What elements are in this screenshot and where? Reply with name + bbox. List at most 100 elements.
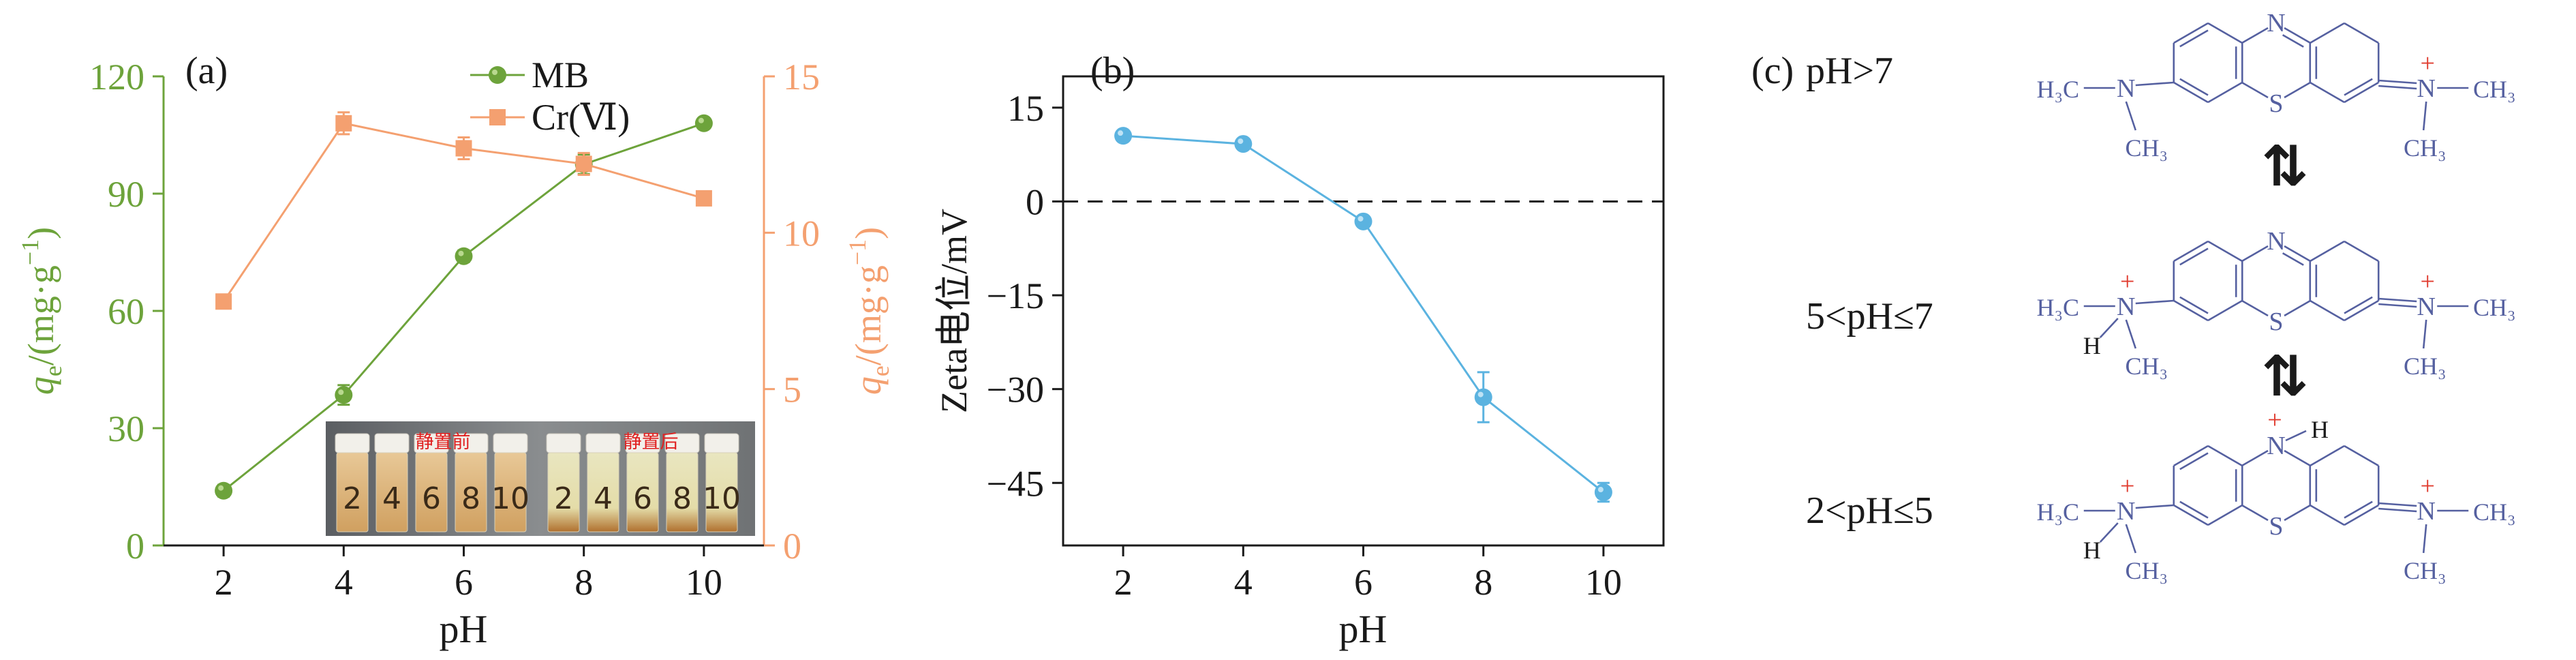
structure-atom-label: N <box>2267 432 2285 460</box>
inset-photo: 2 4 6 8 10 2 4 6 8 10 静置前 静置后 <box>326 421 755 536</box>
structure-atom-label: CH₃ <box>2125 134 2168 162</box>
panel-b-y-tick-label: −45 <box>987 463 1044 504</box>
structure-atom-label: H <box>2083 332 2101 359</box>
after-vial-label: 2 <box>554 481 573 516</box>
panel-b-y-tick-label: 15 <box>1007 88 1044 129</box>
zeta-data-point <box>1354 212 1373 230</box>
structure-atom-label: S <box>2269 308 2283 336</box>
zeta-data-point <box>1594 483 1612 502</box>
cr-data-point <box>335 115 352 132</box>
panel-a-x-tick-label: 6 <box>455 562 473 603</box>
mb-data-point <box>215 481 233 500</box>
structure-atom-label: N <box>2267 9 2285 38</box>
before-vial-label: 2 <box>343 481 362 516</box>
panel-a-left-tick-label: 0 <box>126 526 144 567</box>
vial-cap <box>374 433 410 453</box>
panel-b-x-tick-label: 8 <box>1474 562 1492 603</box>
panel-a-left-tick-label: 60 <box>108 291 144 332</box>
structure-atom-label: CH₃ <box>2404 134 2447 162</box>
zeta-point-highlight <box>1358 215 1364 222</box>
vial-cap <box>546 433 581 453</box>
vial-cap <box>335 433 370 453</box>
structure-atom-label: CH₃ <box>2473 498 2516 526</box>
panel-a-x-axis-label: pH <box>440 607 488 651</box>
panel-a-x-tick-label: 2 <box>215 562 233 603</box>
panel-a-right-tick-label: 0 <box>783 526 801 567</box>
panel-a-x-tick-label: 8 <box>574 562 593 603</box>
after-vial-label: 8 <box>673 481 692 516</box>
panel-b: (b) 2 4 6 8 10 15 0 −15 −30 −45 pH Zeta电位/mV <box>934 50 1665 651</box>
structure-atom-label: CH₃ <box>2125 352 2168 380</box>
panel-a-right-tick-label: 10 <box>783 213 820 254</box>
structure-atom-label: CH₃ <box>2473 76 2516 103</box>
structure-atom-label: H₃C <box>2036 498 2079 526</box>
vial <box>666 452 699 532</box>
zeta-point-highlight <box>1477 391 1484 397</box>
panel-b-frame <box>1062 75 1665 547</box>
photo-label-before: 静置前 <box>416 432 471 453</box>
panel-b-x-ticks: 2 4 6 8 10 <box>1114 545 1622 603</box>
mb-data-point <box>455 247 473 265</box>
panel-a-right-y-label: qe/(mg·g−1) <box>844 227 894 395</box>
structure-atom-label: N <box>2117 497 2135 526</box>
mb-point-highlight <box>338 389 344 395</box>
panel-b-y-ticks: 15 0 −15 −30 −45 <box>987 88 1063 504</box>
structure-atom-label: CH₃ <box>2473 294 2516 321</box>
panel-b-x-axis-label: pH <box>1339 607 1387 651</box>
zeta-series-line <box>1122 134 1604 494</box>
equilibrium-arrow-1: ⇅ <box>2262 134 2309 199</box>
structure-atom-label: S <box>2269 512 2283 541</box>
mb-point-highlight <box>458 250 464 256</box>
structure-atom-label: CH₃ <box>2404 352 2447 380</box>
panel-a-left-tick-label: 120 <box>89 57 144 97</box>
condition-1: pH>7 <box>1806 50 1893 92</box>
vial <box>626 452 659 532</box>
vial-cap <box>585 433 621 453</box>
vial-cap <box>493 433 528 453</box>
structure-atom-label: N <box>2267 227 2285 256</box>
panel-b-x-tick-label: 10 <box>1585 562 1622 603</box>
vial <box>375 452 408 532</box>
structure-atom-label: N <box>2417 292 2436 321</box>
cr-data-point <box>695 190 712 207</box>
panel-b-label: (b) <box>1090 50 1135 92</box>
structure-atom-label: N <box>2117 74 2135 103</box>
zeta-data-point <box>1234 135 1253 153</box>
vial <box>336 452 369 532</box>
panel-b-y-tick-label: −30 <box>987 370 1044 410</box>
zeta-data-point <box>1474 388 1492 406</box>
structure-atom-label: H <box>2083 537 2101 564</box>
cr-data-point <box>215 293 232 310</box>
panel-a-right-ticks: 0 5 10 15 <box>764 57 820 567</box>
charge-plus: + <box>2421 472 2435 500</box>
vial-cap <box>704 433 739 453</box>
charge-plus: + <box>2421 49 2435 78</box>
panel-a-left-tick-label: 90 <box>108 174 144 215</box>
panel-b-y-tick-label: −15 <box>987 275 1044 316</box>
panel-a-left-y-label: qe/(mg·g−1) <box>16 227 67 395</box>
mb-point-highlight <box>218 485 224 491</box>
panel-b-x-tick-label: 4 <box>1234 562 1253 603</box>
before-vial-label: 8 <box>461 481 480 516</box>
legend-cr-marker <box>489 109 506 125</box>
vial <box>587 452 619 532</box>
zeta-data-point <box>1114 127 1133 145</box>
after-vial-label: 4 <box>594 481 613 516</box>
cr-data-point <box>455 140 472 157</box>
before-vial-label: 10 <box>491 481 530 516</box>
charge-plus: + <box>2120 472 2134 500</box>
panel-c: (c) pH>7 5<pH≤7 2<pH≤5 ⇅ ⇅ NSNH₃CCH₃N+CH… <box>1751 9 2516 584</box>
after-vial-label: 10 <box>703 481 741 516</box>
panel-a-right-tick-label: 15 <box>783 57 820 97</box>
mb-data-point <box>694 114 713 132</box>
vial <box>494 452 527 532</box>
after-vial-label: 6 <box>633 481 652 516</box>
legend-cr-label: Cr(Ⅵ) <box>532 97 630 138</box>
zeta-point-highlight <box>1597 487 1604 493</box>
structure-atom-label: H₃C <box>2036 294 2079 321</box>
panel-a-right-tick-label: 5 <box>783 370 801 410</box>
panel-b-series <box>1114 127 1612 503</box>
zeta-point-highlight <box>1238 138 1244 145</box>
